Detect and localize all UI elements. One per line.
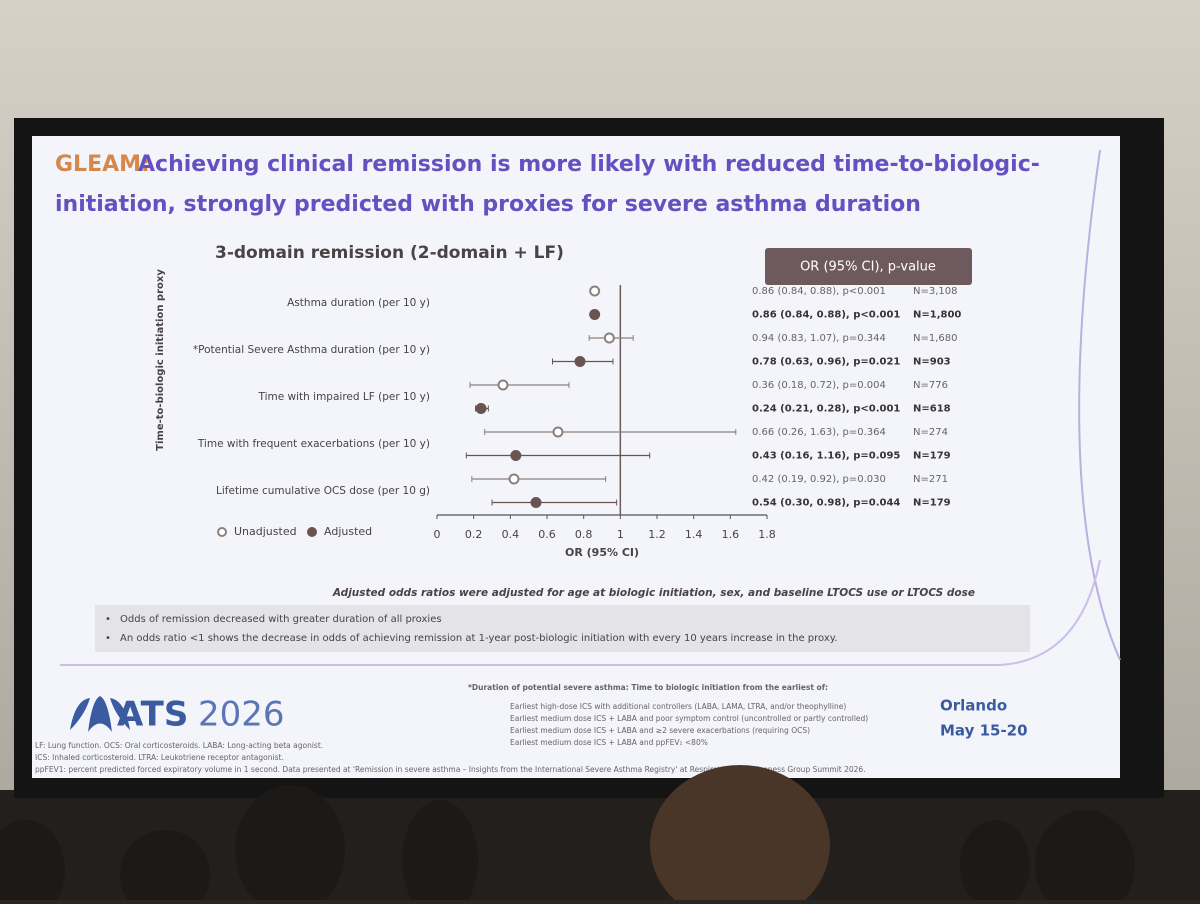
x-tick-label: 0.8 [575, 528, 593, 541]
title-line: Achieving clinical remission is more lik… [138, 152, 1040, 177]
point-estimate [589, 309, 601, 320]
chart-title: 3-domain remission (2-domain + LF) [215, 243, 564, 263]
footnote-title: *Duration of potential severe asthma: Ti… [468, 683, 828, 692]
x-tick-label: 0.6 [538, 528, 556, 541]
point-estimate [508, 473, 520, 485]
table-cell: N=274 [913, 427, 948, 438]
abbreviation: LF: Lung function. OCS: Oral corticoster… [35, 741, 323, 750]
point-estimate [574, 356, 586, 367]
title-line: initiation, strongly predicted with prox… [55, 192, 921, 217]
bullet-box [95, 605, 1030, 652]
table-cell: N=179 [913, 451, 951, 462]
category-label: Lifetime cumulative OCS dose (per 10 g) [216, 485, 430, 497]
table-cell: 0.42 (0.19, 0.92), p=0.030 [752, 474, 886, 485]
table-header-box [765, 248, 972, 285]
x-axis-label: OR (95% CI) [565, 546, 639, 559]
table-cell: 0.86 (0.84, 0.88), p<0.001 [752, 310, 900, 321]
legend-marker [307, 527, 317, 537]
table-cell: N=1,800 [913, 310, 961, 321]
table-cell: 0.86 (0.84, 0.88), p<0.001 [752, 286, 886, 297]
category-label: Time with impaired LF (per 10 y) [258, 391, 430, 403]
bullet-dot: • [105, 633, 111, 644]
adjustment-note: Adjusted odds ratios were adjusted for a… [332, 587, 975, 599]
point-estimate [603, 332, 615, 344]
point-estimate [475, 403, 487, 414]
footnote-item: Earliest medium dose ICS + LABA and ≥2 s… [510, 726, 810, 735]
x-tick-label: 1.4 [685, 528, 703, 541]
footnote-item: Earliest medium dose ICS + LABA and poor… [510, 714, 868, 723]
abbreviation: ICS: Inhaled corticosteroid. LTRA: Leuko… [35, 753, 284, 762]
category-label: Asthma duration (per 10 y) [287, 297, 430, 309]
bullet: An odds ratio <1 shows the decrease in o… [120, 633, 837, 644]
y-axis-label: Time-to-biologic initiation proxy [155, 269, 166, 451]
table-cell: 0.54 (0.30, 0.98), p=0.044 [752, 498, 900, 509]
logo-icon [70, 696, 130, 732]
x-tick-label: 0.4 [502, 528, 520, 541]
footnote-list: Earliest high-dose ICS with additional c… [510, 702, 868, 747]
point-estimate [510, 450, 522, 461]
table-cell: N=179 [913, 498, 951, 509]
decor-curve [1078, 149, 1121, 661]
dates: May 15-20 [940, 722, 1028, 740]
logo-name: ATS [117, 695, 188, 735]
abbreviation: ppFEV1: percent predicted forced expirat… [35, 765, 866, 774]
table-cell: N=271 [913, 474, 948, 485]
forest-plot: 0 0.2 0.4 0.6 0.8 1 1.2 1.4 1.6 1.8 Asthma duratio… [193, 285, 961, 541]
table-cell: N=3,108 [913, 286, 958, 297]
title-brand: GLEAM: [55, 152, 150, 177]
point-estimate [497, 379, 509, 391]
table-cell: 0.66 (0.26, 1.63), p=0.364 [752, 427, 886, 438]
slide [32, 136, 1120, 778]
table-cell: 0.43 (0.16, 1.16), p=0.095 [752, 451, 900, 462]
x-tick-label: 1 [617, 528, 624, 541]
table-cell: 0.24 (0.21, 0.28), p<0.001 [752, 404, 900, 415]
table-cell: 0.78 (0.63, 0.96), p=0.021 [752, 357, 900, 368]
x-tick-label: 1.8 [758, 528, 776, 541]
x-tick-label: 1.2 [648, 528, 666, 541]
category-label: *Potential Severe Asthma duration (per 1… [193, 344, 430, 356]
table-cell: N=618 [913, 404, 951, 415]
x-tick-label: 1.6 [722, 528, 740, 541]
audience [0, 765, 1135, 904]
point-estimate [589, 285, 601, 297]
table-header: OR (95% CI), p-value [800, 260, 936, 275]
table-cell: N=1,680 [913, 333, 958, 344]
x-tick-label: 0 [434, 528, 441, 541]
category-label: Time with frequent exacerbations (per 10… [197, 438, 430, 450]
x-tick-label: 0.2 [465, 528, 483, 541]
decor-curve [60, 559, 1101, 666]
table-cell: 0.94 (0.83, 1.07), p=0.344 [752, 333, 886, 344]
bullet: Odds of remission decreased with greater… [120, 614, 442, 625]
legend-marker [217, 527, 227, 537]
bullet-dot: • [105, 614, 111, 625]
point-estimate [552, 426, 564, 438]
logo-year: 2026 [198, 695, 285, 735]
point-estimate [530, 497, 542, 508]
table-cell: N=903 [913, 357, 951, 368]
table-cell: N=776 [913, 380, 948, 391]
location: Orlando [940, 697, 1007, 715]
legend-label: Unadjusted [234, 525, 297, 538]
footnote-item: Earliest medium dose ICS + LABA and ppFE… [510, 738, 708, 747]
legend-label: Adjusted [324, 525, 372, 538]
table-cell: 0.36 (0.18, 0.72), p=0.004 [752, 380, 886, 391]
footnote-item: Earliest high-dose ICS with additional c… [510, 702, 846, 711]
